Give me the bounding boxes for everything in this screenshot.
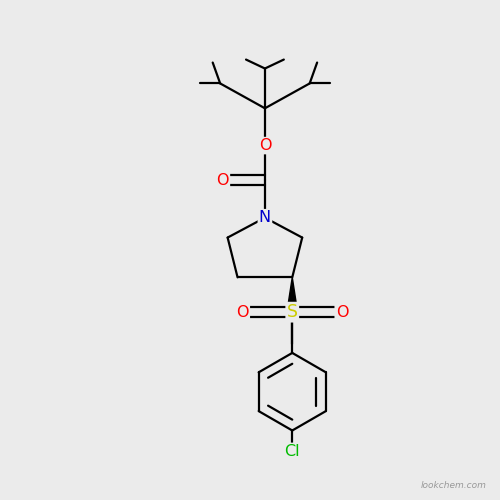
Text: N: N [259, 210, 271, 225]
Text: lookchem.com: lookchem.com [420, 480, 486, 490]
Text: S: S [287, 303, 298, 321]
Text: O: O [336, 304, 348, 320]
Text: Cl: Cl [284, 444, 300, 459]
Polygon shape [288, 278, 297, 310]
Text: O: O [236, 304, 249, 320]
Text: O: O [258, 138, 271, 153]
Text: O: O [216, 173, 229, 188]
